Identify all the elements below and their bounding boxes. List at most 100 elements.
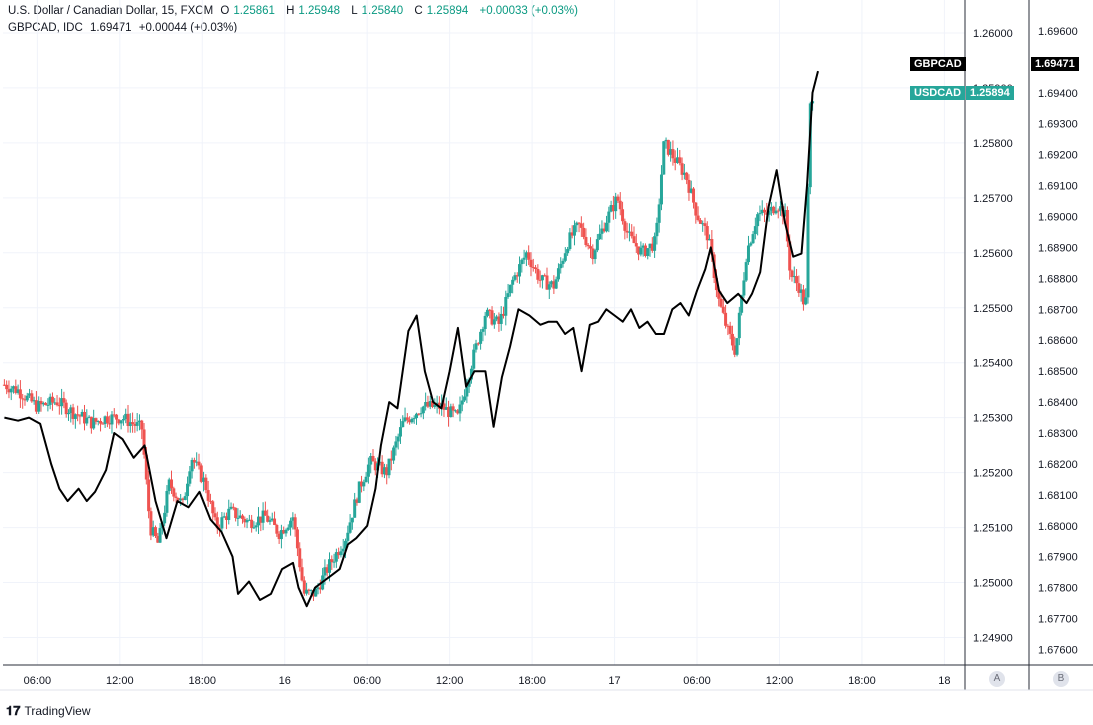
candle-body [730,333,734,346]
candle-body [433,404,437,407]
candle-body [330,559,334,563]
candle-body [566,249,570,254]
candle-body [721,306,725,313]
x-tick-label: 18:00 [518,675,546,687]
candle-body [300,567,304,581]
high-value: 1.25948 [298,5,340,17]
candle-body [520,259,524,265]
candle-body [126,413,130,427]
tradingview-footer[interactable]: 𝟏𝟕 TradingView [6,703,91,719]
candle-body [135,422,139,426]
candle-body [174,496,178,498]
candle-body [353,499,357,518]
candle-body [774,210,778,214]
right-y-tick-label: 1.67700 [1038,614,1078,626]
candle-body [337,552,341,556]
right-y-tick-label: 1.68300 [1038,428,1078,440]
candle-body [99,420,103,424]
candle-body [284,529,288,534]
candle-body [208,500,212,502]
right-y-tick-label: 1.68800 [1038,273,1078,285]
candle-body [797,283,801,293]
candle-body [570,232,574,236]
candle-body [362,482,366,487]
candle-body [584,237,588,245]
candle-body [151,527,155,536]
right-y-tick-label: 1.68100 [1038,490,1078,502]
candle-body [632,236,636,244]
candle-body [559,263,563,269]
candle-body [694,202,698,216]
candle-body [678,157,682,164]
candle-body [71,407,75,419]
candle-body [799,289,803,293]
candle-body [522,257,526,260]
x-tick-label: 16 [279,675,291,687]
candle-body [424,402,428,407]
candle-body [387,458,391,476]
right-y-tick-label: 1.67800 [1038,583,1078,595]
candle-body [55,402,59,406]
auto-scale-button[interactable]: A [989,671,1005,687]
candle-body [153,527,157,537]
candle-body [364,476,368,483]
candle-body [215,517,219,529]
candle-body [183,496,187,501]
candle-body [7,389,11,393]
candle-body [556,268,560,280]
right-y-tick-label: 1.67600 [1038,645,1078,657]
candle-body [701,223,705,225]
candle-body [21,398,25,400]
candle-body [16,389,20,393]
candle-body [490,310,494,325]
candle-body [540,275,544,281]
candle-body [682,172,686,175]
candle-body [536,269,540,280]
candle-body [53,402,57,404]
candle-body [772,206,776,214]
candle-body [657,204,661,223]
candle-body [687,179,691,193]
candle-body [412,418,416,420]
candle-body [627,231,631,233]
low-value: 1.25840 [361,5,404,17]
candle-body [373,461,377,471]
right-y-tick-label: 1.69600 [1038,26,1078,38]
gbpcad-tag-value: 1.69471 [1031,57,1079,71]
candle-body [545,275,549,290]
candle-body [492,319,496,325]
candle-body [282,530,286,534]
candle-body [231,506,235,508]
candle-body [614,196,618,212]
candle-body [227,508,231,520]
candle-body [511,279,515,285]
candle-body [378,461,382,464]
left-y-tick-label: 1.25600 [973,248,1013,260]
gbpcad-line [4,70,819,608]
candle-body [247,519,251,521]
candle-body [465,386,469,397]
primary-symbol-title: U.S. Dollar / Canadian Dollar, 15, FXCM [8,5,214,17]
primary-change: +0.00033 (+0.03%) [479,5,578,17]
candle-body [172,488,176,497]
candle-body [664,139,668,142]
candle-body [101,423,105,425]
candle-body [648,243,652,249]
candle-body [788,241,792,271]
candle-body [671,149,675,159]
candle-body [44,402,48,406]
candle-body [211,501,215,514]
candle-body [117,419,121,424]
candle-body [442,403,446,410]
candle-body [259,516,263,523]
candle-body [41,402,45,405]
candle-body [360,481,364,487]
candle-body [472,349,476,369]
candle-body [568,232,572,250]
candle-body [341,548,345,552]
candle-body [621,209,625,222]
second-scale-button[interactable]: B [1053,671,1069,687]
candle-body [213,513,217,518]
candle-body [28,393,32,396]
